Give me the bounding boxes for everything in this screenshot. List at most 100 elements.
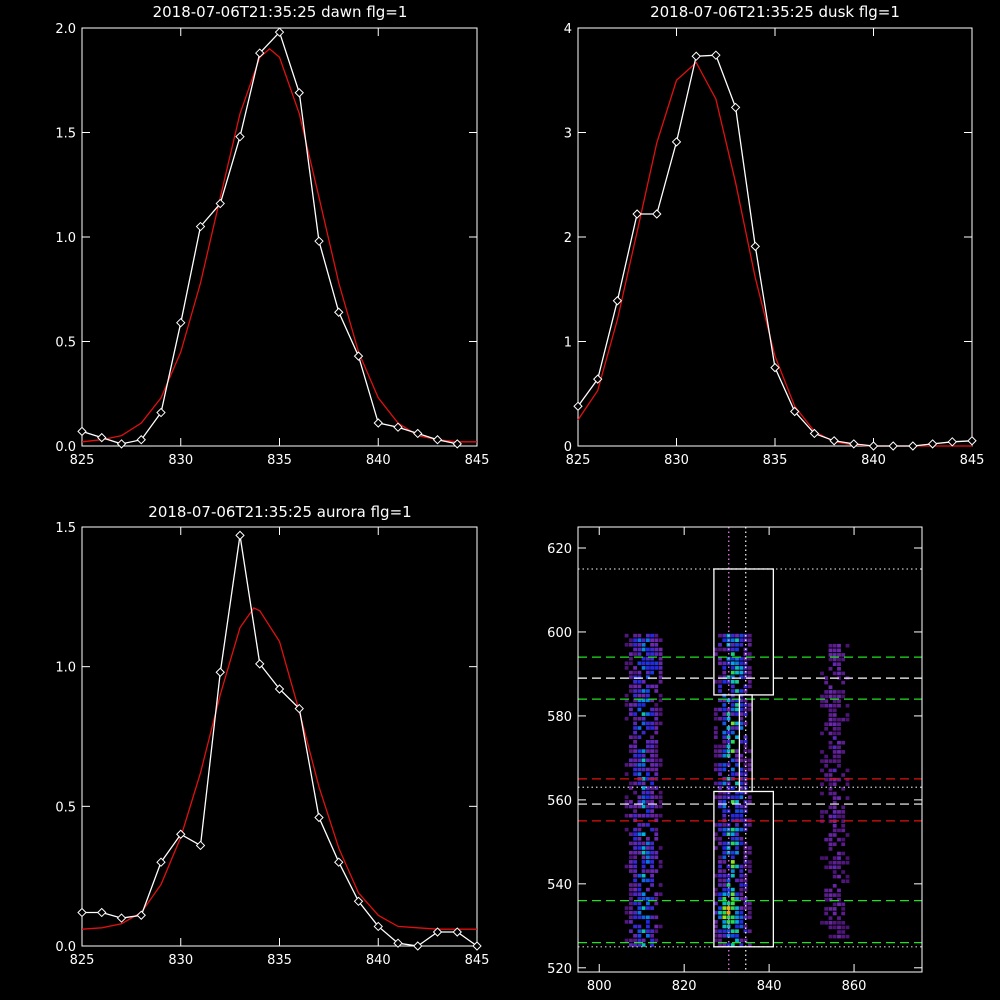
dusk-data-point xyxy=(612,296,623,306)
spectrogram-cell xyxy=(646,744,650,749)
dawn-data-point xyxy=(413,428,423,439)
dawn-data-point xyxy=(116,439,127,449)
spectrogram-cell xyxy=(654,832,659,836)
spectrogram-cell xyxy=(743,929,748,933)
spectrogram-cell xyxy=(654,892,659,896)
spectrogram-cell xyxy=(722,749,727,753)
spectrogram-cell xyxy=(820,921,824,925)
spectrogram-cell xyxy=(646,647,650,652)
spectrogram-cell xyxy=(633,712,637,716)
spectrogram-cell xyxy=(629,901,633,906)
spectrogram-cell xyxy=(654,850,659,855)
spectrogram-cell xyxy=(637,887,642,892)
spectrogram-cell xyxy=(841,824,846,828)
spectrogram-cell xyxy=(650,735,654,739)
spectrogram-cell xyxy=(747,758,752,763)
spectrogram-cell xyxy=(637,883,642,887)
spectrogram-cell xyxy=(739,721,744,726)
spectrogram-cell xyxy=(722,735,727,739)
spectrogram-cell xyxy=(739,666,744,670)
spectrogram-cell xyxy=(730,680,735,684)
spectrogram-cell xyxy=(633,855,637,860)
spectrogram-cell xyxy=(713,910,718,915)
spectrogram-cell xyxy=(633,813,637,818)
spectrogram-cell xyxy=(747,633,752,638)
spectrogram-cell xyxy=(730,929,735,933)
spectrogram-cell xyxy=(730,860,735,864)
spectrogram-cell xyxy=(629,855,633,860)
spectrogram-cell xyxy=(650,670,654,675)
spectrogram-cell xyxy=(726,740,731,744)
spectrogram-cell xyxy=(735,837,739,841)
spectrogram-cell xyxy=(730,698,735,703)
spectrogram-cell xyxy=(726,924,731,929)
spectrogram-cell xyxy=(641,638,646,642)
spectrogram-cell xyxy=(837,722,841,726)
spectrogram-cell xyxy=(824,810,829,814)
spectrogram-cell xyxy=(650,869,654,873)
spectrogram-cell xyxy=(641,716,646,721)
spectrogram-cell xyxy=(722,716,727,721)
spectrogram-cell xyxy=(624,698,629,703)
spectrogram-cell xyxy=(841,930,846,934)
spectrogram-cell xyxy=(646,813,650,818)
spectrogram-cell xyxy=(641,832,646,836)
spectrogram-cell xyxy=(747,795,752,799)
spectrogram-cell xyxy=(837,874,841,879)
spectrogram-cell xyxy=(650,749,654,753)
spectrogram-cell xyxy=(747,670,752,675)
spectrogram-cell xyxy=(841,671,846,676)
spectrogram-cell xyxy=(832,708,837,713)
spectrogram-cell xyxy=(845,925,850,930)
spectrogram-cell xyxy=(654,804,659,809)
dusk-title: 2018-07-06T21:35:25 dusk flg=1 xyxy=(650,3,900,21)
spectrogram-cell xyxy=(726,753,731,758)
spectrogram-cell xyxy=(722,910,727,915)
spectrogram-cell xyxy=(654,855,659,860)
spectrogram-cell xyxy=(646,841,650,846)
spectrogram-cell xyxy=(629,703,633,707)
spectrogram-cell xyxy=(735,920,739,924)
spectrogram-cell xyxy=(730,647,735,652)
spectrogram-cell xyxy=(837,865,841,870)
spectrogram-cell xyxy=(637,813,642,818)
spectrogram-cell xyxy=(637,763,642,767)
spectrogram-cell xyxy=(633,735,637,739)
spectrogram-cell xyxy=(637,795,642,799)
spectrogram-cell xyxy=(832,874,837,879)
spectrogram-cell xyxy=(735,929,739,933)
spectrogram-cell xyxy=(637,837,642,841)
spectrogram-cell xyxy=(650,906,654,910)
spectrogram-cell xyxy=(718,656,722,661)
spectrogram-cell xyxy=(650,758,654,763)
spectrogram-cell xyxy=(824,703,829,708)
spectrogram-cell xyxy=(722,924,727,929)
spectrogram-cell xyxy=(633,869,637,873)
spectrogram-cell xyxy=(718,661,722,666)
spectrogram-cell xyxy=(837,930,841,934)
aurora-x-tick-label: 825 xyxy=(70,953,95,968)
spectrogram-cell xyxy=(641,841,646,846)
spectrogram-cell xyxy=(726,943,731,947)
spectrogram-cell xyxy=(641,661,646,666)
spectrogram-cell xyxy=(633,726,637,730)
aurora-data-point xyxy=(314,812,324,823)
spectrogram-cell xyxy=(747,910,752,915)
spectrogram-cell xyxy=(722,873,727,878)
spectrogram-cell xyxy=(633,740,637,744)
spectrogram-cell xyxy=(637,934,642,938)
spectrogram-cell xyxy=(718,716,722,721)
spectrogram-cell xyxy=(735,800,739,804)
spectrogram-cell xyxy=(637,758,642,763)
spectrogram-cell xyxy=(718,934,722,938)
spectrogram-cell xyxy=(658,666,663,670)
spectrogram-cell xyxy=(747,703,752,707)
spectrogram-cell xyxy=(629,850,633,855)
aurora-data-point xyxy=(432,927,443,937)
spectrogram-cell xyxy=(735,892,739,896)
spectrogram-cell xyxy=(739,878,744,883)
spectrogram-cell xyxy=(828,759,833,763)
spectrogram-cell xyxy=(743,873,748,878)
spectrogram-cell xyxy=(726,883,731,887)
spectrogram-cell xyxy=(726,915,731,920)
